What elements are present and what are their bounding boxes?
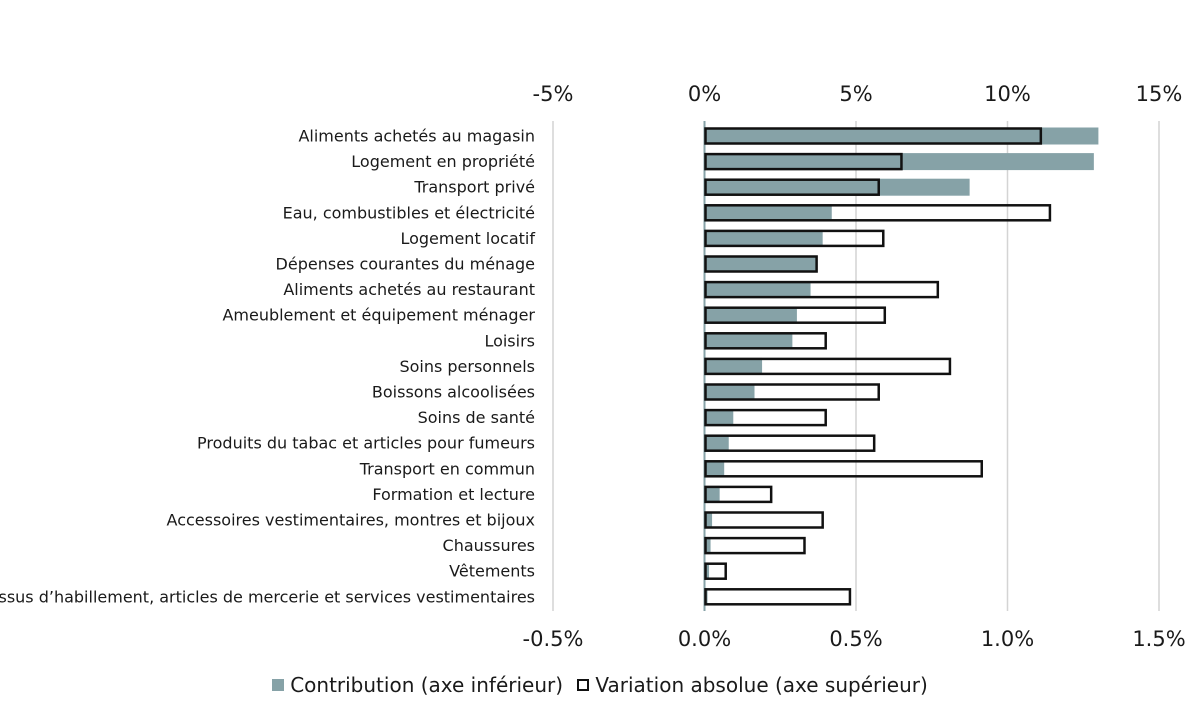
variation-bar	[704, 127, 1043, 145]
variation-bar	[704, 511, 824, 529]
category-label: Boissons alcoolisées	[372, 383, 535, 402]
top-axis-tick-label: 5%	[839, 82, 872, 106]
bottom-axis-tick-label: 0.0%	[678, 627, 731, 651]
variation-bar	[704, 306, 887, 324]
bottom-axis-tick-label: 0.5%	[829, 627, 882, 651]
variation-bar	[704, 255, 818, 273]
category-label: Ameublement et équipement ménager	[222, 306, 535, 325]
variation-bar	[704, 204, 1052, 222]
category-label: Loisirs	[484, 331, 535, 350]
contribution-bar	[704, 306, 797, 324]
category-label: Eau, combustibles et électricité	[283, 203, 535, 222]
contribution-bar	[704, 537, 711, 555]
variation-bar	[704, 434, 876, 452]
category-label: Transport en commun	[359, 459, 535, 478]
variation-bar	[704, 408, 827, 427]
category-label: Soins de santé	[418, 408, 535, 427]
bottom-axis-tick-label: 1.0%	[981, 627, 1034, 651]
contribution-bar	[704, 281, 811, 299]
legend-swatch-variation	[577, 679, 590, 691]
contribution-bar	[704, 229, 823, 247]
legend-label-variation: Variation absolue (axe supérieur)	[595, 673, 928, 697]
category-label: Formation et lecture	[372, 485, 535, 504]
contribution-bar	[704, 434, 729, 452]
top-axis-tick-label: 0%	[688, 82, 721, 106]
category-label: Logement en propriété	[351, 152, 535, 171]
contribution-bar	[704, 562, 710, 580]
category-label: Aliments achetés au magasin	[298, 127, 535, 146]
contribution-bar	[704, 255, 817, 273]
legend-item-variation: Variation absolue (axe supérieur)	[577, 673, 928, 697]
legend: Contribution (axe inférieur) Variation a…	[0, 672, 1200, 697]
contribution-bar	[704, 409, 734, 427]
variation-bar	[704, 588, 852, 606]
contribution-bar	[704, 485, 720, 503]
contribution-bar	[704, 460, 725, 478]
top-axis-tick-label: 10%	[984, 82, 1031, 106]
bottom-axis-tick-label: -0.5%	[523, 627, 584, 651]
variation-bar	[704, 383, 880, 401]
contribution-bar	[704, 153, 1094, 171]
variation-bar	[704, 332, 827, 350]
bottom-axis-tick-label: 1.5%	[1132, 627, 1185, 651]
contribution-bar	[704, 127, 1099, 145]
contribution-bar	[704, 357, 763, 375]
legend-label-contribution: Contribution (axe inférieur)	[290, 673, 564, 697]
variation-bar	[704, 229, 885, 248]
top-axis-tick-label: 15%	[1136, 82, 1183, 106]
contribution-bar	[704, 511, 713, 529]
category-label: Vêtements	[449, 562, 535, 581]
variation-bar	[704, 536, 806, 555]
contribution-bar	[704, 178, 970, 196]
category-label: Aliments achetés au restaurant	[283, 280, 535, 299]
top-axis-tick-label: -5%	[533, 82, 574, 106]
category-label: Transport privé	[413, 178, 535, 197]
category-label: Accessoires vestimentaires, montres et b…	[167, 511, 535, 530]
category-label: Logement locatif	[400, 229, 535, 248]
category-label: Chaussures	[443, 536, 535, 555]
contribution-bar	[704, 332, 793, 350]
legend-swatch-contribution	[272, 679, 285, 691]
variation-bar	[704, 460, 983, 478]
category-label: Tissus d’habillement, articles de mercer…	[0, 587, 535, 606]
contribution-bar	[704, 204, 832, 222]
variation-bar	[704, 280, 940, 299]
variation-bar	[704, 562, 727, 580]
category-label: Produits du tabac et articles pour fumeu…	[197, 434, 535, 453]
legend-item-contribution: Contribution (axe inférieur)	[272, 673, 563, 697]
category-label: Soins personnels	[399, 357, 535, 376]
category-label: Dépenses courantes du ménage	[276, 255, 535, 274]
variation-bar	[704, 152, 903, 171]
variation-bar	[704, 485, 773, 504]
variation-bar	[704, 178, 880, 196]
contribution-bar	[704, 383, 755, 401]
variation-bar	[704, 357, 952, 376]
